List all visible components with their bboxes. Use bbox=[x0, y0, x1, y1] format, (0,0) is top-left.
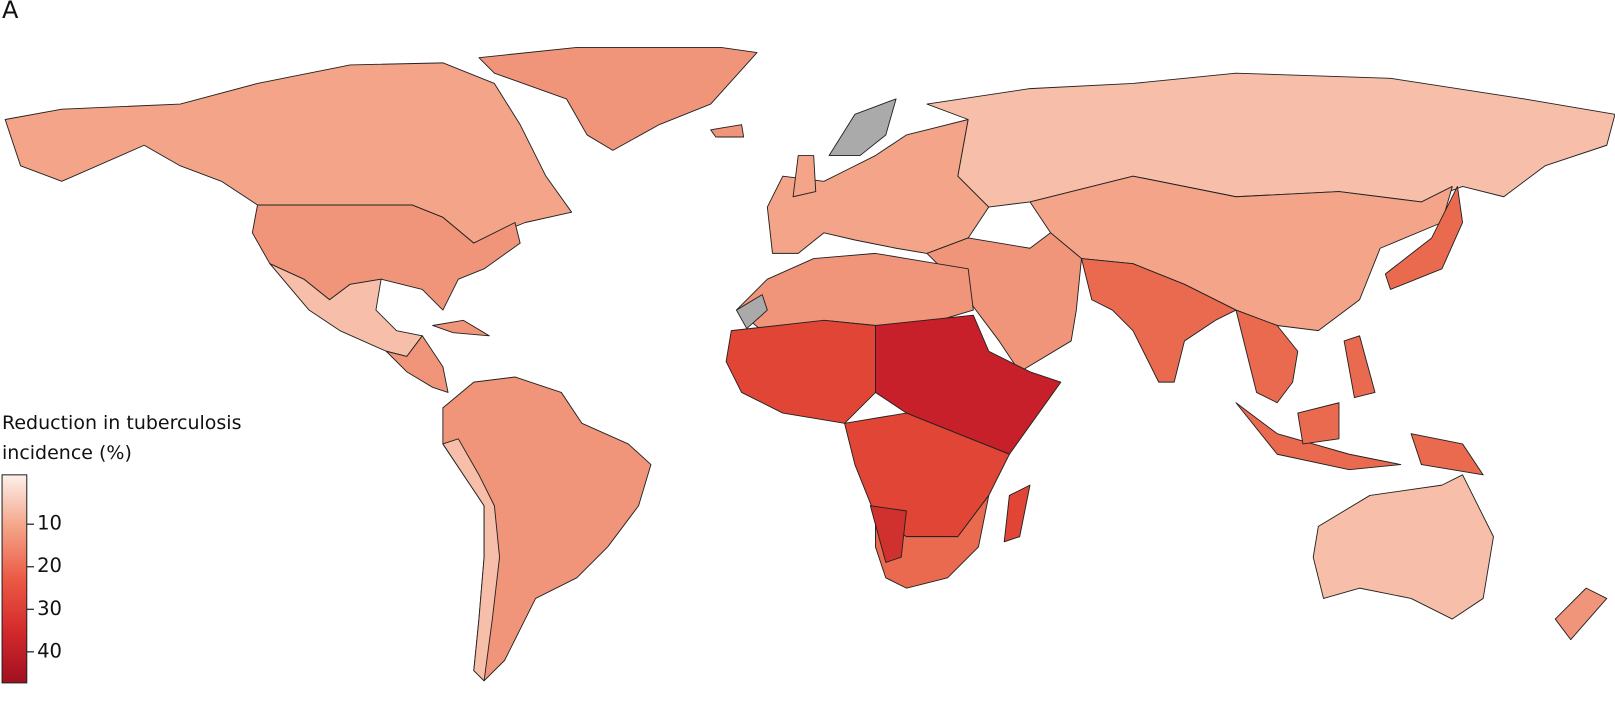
new-guinea bbox=[1410, 433, 1484, 476]
canada-alaska bbox=[4, 62, 573, 244]
iceland bbox=[710, 124, 745, 138]
new-zealand bbox=[1554, 587, 1608, 641]
india bbox=[1081, 258, 1237, 383]
southeast-asia bbox=[1235, 309, 1299, 404]
uk bbox=[792, 155, 817, 198]
sudan-horn bbox=[875, 314, 1062, 455]
legend-tick-label: 20 bbox=[37, 554, 62, 577]
central-east-asia bbox=[1029, 175, 1453, 332]
philippines bbox=[1343, 335, 1376, 399]
namibia bbox=[869, 505, 907, 563]
panel-label: A bbox=[2, 0, 19, 24]
west-africa bbox=[725, 319, 876, 424]
mexico bbox=[269, 263, 423, 357]
norway bbox=[828, 98, 897, 157]
australia bbox=[1312, 474, 1494, 620]
colorbar bbox=[1, 474, 28, 684]
legend-title: Reduction in tuberculosis incidence (%) bbox=[2, 412, 242, 464]
russia bbox=[926, 72, 1615, 208]
legend: 10 20 30 40 bbox=[1, 474, 62, 684]
japan bbox=[1384, 185, 1464, 290]
cuba bbox=[432, 319, 490, 337]
borneo bbox=[1297, 402, 1340, 445]
sumatra-java bbox=[1235, 402, 1402, 471]
western-sahara bbox=[735, 294, 768, 330]
southern-africa bbox=[875, 494, 990, 589]
legend-tick-label: 40 bbox=[37, 639, 62, 662]
countries bbox=[4, 46, 1615, 682]
greenland bbox=[478, 46, 758, 151]
south-america bbox=[442, 376, 652, 682]
legend-tick-label: 30 bbox=[37, 597, 62, 620]
madagascar bbox=[1003, 484, 1031, 543]
central-america bbox=[385, 335, 449, 393]
legend-tick-label: 10 bbox=[37, 512, 62, 535]
andes bbox=[442, 438, 501, 682]
